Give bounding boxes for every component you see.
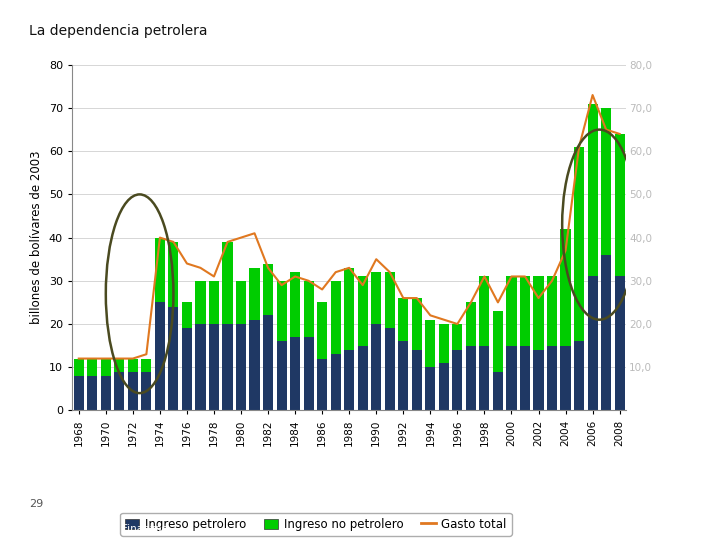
Bar: [330, 281, 341, 354]
Bar: [222, 324, 233, 410]
Bar: [87, 376, 97, 410]
Bar: [412, 350, 422, 410]
Bar: [344, 268, 354, 350]
Bar: [588, 276, 598, 410]
Bar: [73, 359, 84, 376]
Bar: [493, 311, 503, 372]
Bar: [236, 324, 246, 410]
Bar: [290, 337, 300, 410]
Bar: [87, 359, 97, 376]
Bar: [398, 341, 408, 410]
Bar: [344, 350, 354, 410]
Bar: [384, 272, 395, 328]
Bar: [236, 281, 246, 324]
Legend: Ingreso petrolero, Ingreso no petrolero, Gasto total: Ingreso petrolero, Ingreso no petrolero,…: [120, 513, 512, 536]
Text: 29: 29: [29, 498, 43, 509]
Bar: [372, 324, 382, 410]
Bar: [222, 242, 233, 324]
Bar: [506, 346, 516, 410]
Bar: [480, 276, 490, 346]
Bar: [426, 367, 436, 410]
Bar: [141, 359, 151, 372]
Y-axis label: billones de bolívares de 2003: billones de bolívares de 2003: [30, 151, 43, 325]
Bar: [506, 276, 516, 346]
Bar: [493, 372, 503, 410]
Bar: [182, 328, 192, 410]
Bar: [101, 359, 111, 376]
Bar: [182, 302, 192, 328]
Bar: [114, 372, 125, 410]
Bar: [547, 276, 557, 346]
Bar: [520, 276, 530, 346]
Bar: [317, 302, 327, 359]
Bar: [304, 337, 314, 410]
Bar: [452, 350, 462, 410]
Bar: [438, 324, 449, 363]
Bar: [384, 328, 395, 410]
Text: Fuente: Ministerio de Finanzas: Fuente: Ministerio de Finanzas: [9, 524, 167, 534]
Bar: [520, 346, 530, 410]
Bar: [547, 346, 557, 410]
Bar: [168, 242, 179, 307]
Bar: [195, 324, 205, 410]
Bar: [330, 354, 341, 410]
Bar: [155, 238, 165, 302]
Bar: [195, 281, 205, 324]
Bar: [466, 302, 476, 346]
Bar: [588, 104, 598, 276]
Bar: [155, 302, 165, 410]
Bar: [114, 359, 125, 372]
Bar: [209, 281, 219, 324]
Bar: [127, 372, 138, 410]
Bar: [615, 276, 625, 410]
Bar: [560, 229, 571, 346]
Bar: [534, 350, 544, 410]
Bar: [534, 276, 544, 350]
Bar: [209, 324, 219, 410]
Bar: [372, 272, 382, 324]
Bar: [141, 372, 151, 410]
Bar: [249, 320, 260, 410]
Bar: [452, 324, 462, 350]
Bar: [358, 276, 368, 346]
Bar: [276, 341, 287, 410]
Bar: [168, 307, 179, 410]
Bar: [73, 376, 84, 410]
Bar: [438, 363, 449, 410]
Bar: [127, 359, 138, 372]
Bar: [317, 359, 327, 410]
Bar: [398, 298, 408, 341]
Bar: [560, 346, 571, 410]
Bar: [480, 346, 490, 410]
Bar: [412, 298, 422, 350]
Bar: [304, 281, 314, 337]
Bar: [601, 255, 611, 410]
Bar: [574, 341, 584, 410]
Bar: [290, 272, 300, 337]
Bar: [615, 134, 625, 276]
Bar: [249, 268, 260, 320]
Bar: [101, 376, 111, 410]
Bar: [358, 346, 368, 410]
Bar: [601, 108, 611, 255]
Bar: [276, 281, 287, 341]
Bar: [426, 320, 436, 367]
Bar: [263, 315, 273, 410]
Bar: [263, 264, 273, 315]
Bar: [574, 147, 584, 341]
Bar: [466, 346, 476, 410]
Text: La dependencia petrolera: La dependencia petrolera: [29, 24, 207, 38]
